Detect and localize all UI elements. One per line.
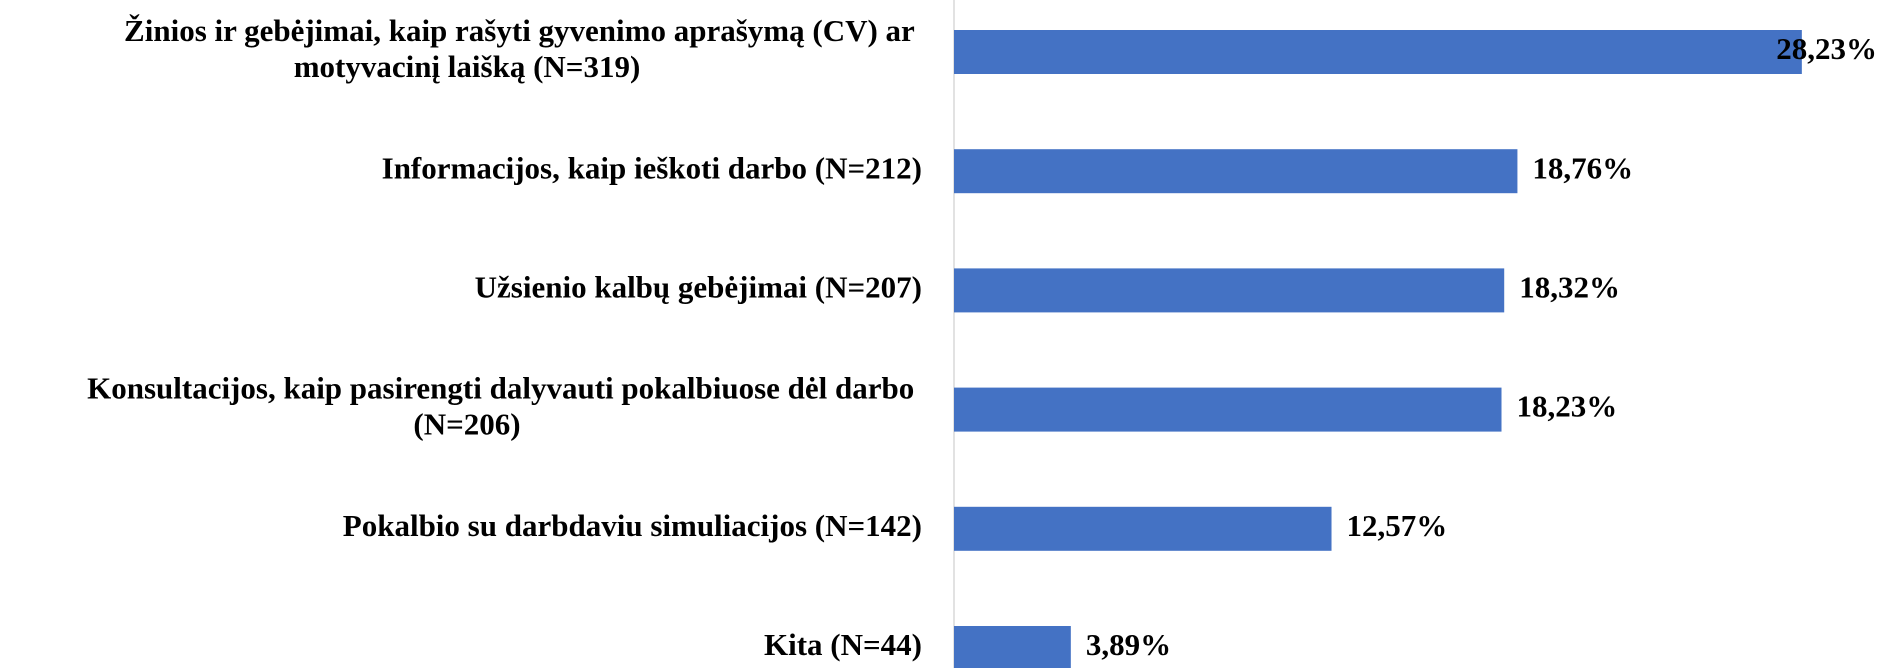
bar (954, 387, 1502, 432)
bar (954, 149, 1518, 194)
category-label: Konsultacijos, kaip pasirengti dalyvauti… (87, 371, 922, 442)
value-label: 12,57% (1347, 508, 1448, 543)
category-label: Kita (N=44) (764, 627, 922, 662)
value-label: 18,76% (1532, 150, 1633, 185)
bar (954, 268, 1505, 313)
value-label: 28,23% (1776, 31, 1877, 66)
category-label: Informacijos, kaip ieškoti darbo (N=212) (382, 150, 922, 185)
category-label: Užsienio kalbų gebėjimai (N=207) (475, 270, 922, 305)
bar (954, 506, 1332, 551)
bar (954, 626, 1071, 668)
category-label: Pokalbio su darbdaviu simuliacijos (N=14… (343, 508, 922, 543)
value-label: 18,23% (1517, 389, 1618, 424)
value-label: 18,32% (1519, 270, 1620, 305)
value-label: 3,89% (1086, 627, 1171, 662)
bar (954, 30, 1802, 74)
category-label: Žinios ir gebėjimai, kaip rašyti gyvenim… (124, 13, 922, 84)
